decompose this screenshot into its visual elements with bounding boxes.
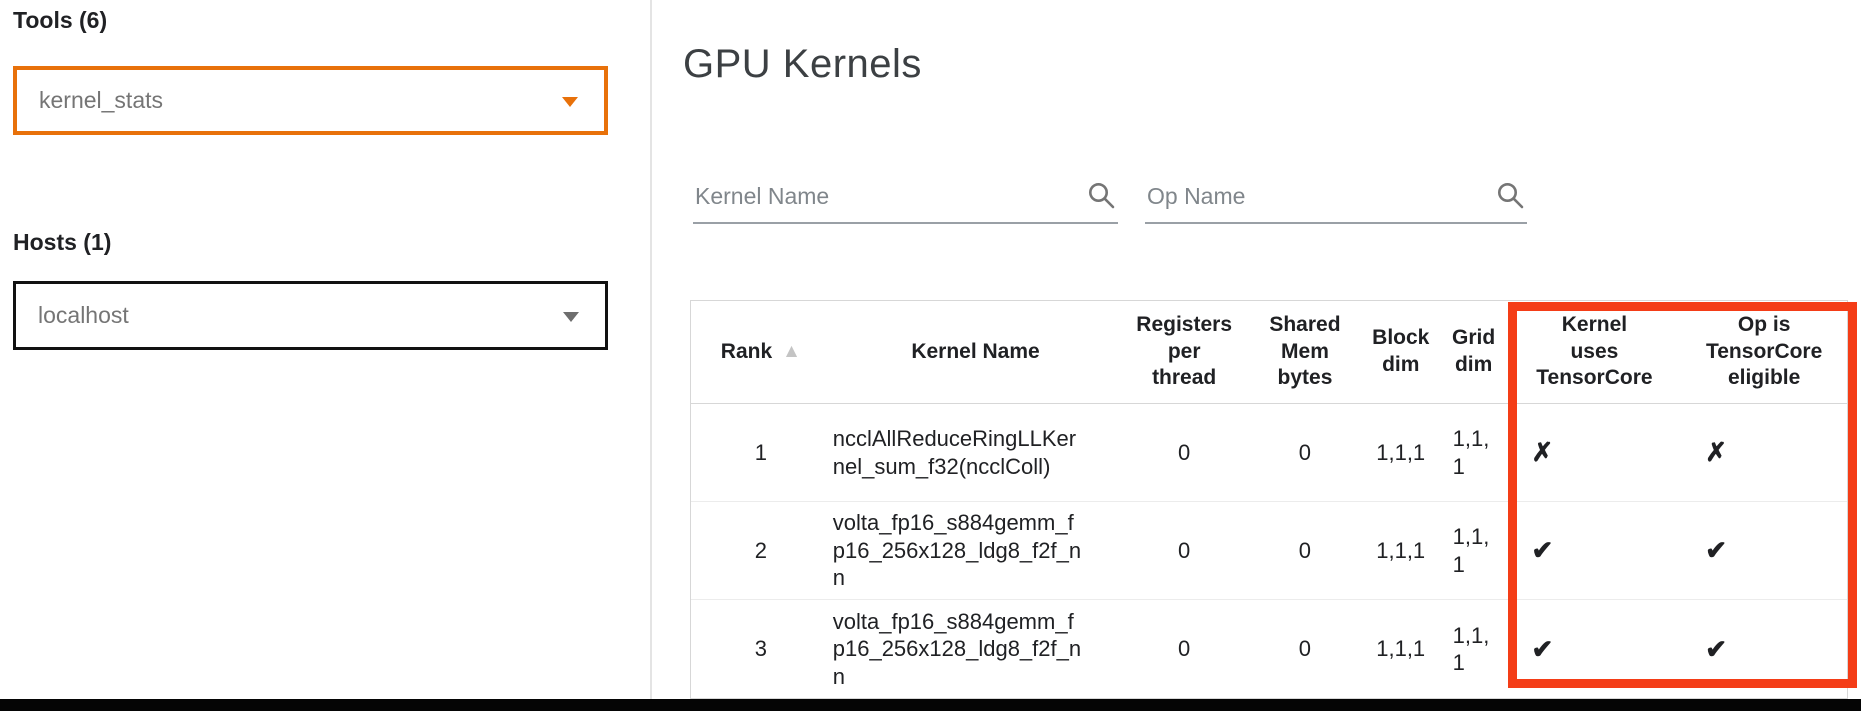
header-kernel-name[interactable]: Kernel Name xyxy=(911,339,1040,363)
tools-select[interactable]: kernel_stats xyxy=(13,66,608,135)
kernel-uses-tensorcore-cell: ✗ xyxy=(1531,437,1554,468)
table-row: 1 ncclAllReduceRingLLKernel_sum_f32(nccl… xyxy=(691,404,1847,502)
registers-cell: 0 xyxy=(1177,636,1191,662)
rank-cell: 2 xyxy=(754,537,767,563)
table-row: 3 volta_fp16_s884gemm_fp16_256x128_ldg8_… xyxy=(691,600,1847,698)
op-tensorcore-eligible-cell: ✗ xyxy=(1705,437,1728,468)
chevron-down-icon xyxy=(562,96,578,107)
hosts-select[interactable]: localhost xyxy=(13,281,608,350)
rank-cell: 3 xyxy=(754,636,767,662)
registers-cell: 0 xyxy=(1177,537,1191,563)
sort-ascending-icon[interactable]: ▲ xyxy=(782,340,801,362)
hosts-select-value: localhost xyxy=(38,302,129,328)
kernel-uses-tensorcore-cell: ✔ xyxy=(1531,633,1554,664)
header-op-is-tensorcore-eligible[interactable]: Op is TensorCore eligible xyxy=(1705,312,1823,390)
block-dim-cell: 1,1,1 xyxy=(1376,636,1426,662)
registers-cell: 0 xyxy=(1177,439,1191,465)
chevron-down-icon xyxy=(563,311,579,322)
shared-mem-cell: 0 xyxy=(1298,439,1311,465)
header-rank[interactable]: Rank ▲ xyxy=(720,339,801,363)
grid-dim-cell: 1,1,1 xyxy=(1452,524,1490,577)
search-icon xyxy=(1495,180,1525,210)
kernel-name-cell: volta_fp16_s884gemm_fp16_256x128_ldg8_f2… xyxy=(832,510,1082,591)
header-shared-mem-bytes[interactable]: Shared Mem bytes xyxy=(1269,312,1341,390)
search-icon xyxy=(1086,180,1116,210)
bottom-bar xyxy=(0,699,1861,711)
block-dim-cell: 1,1,1 xyxy=(1376,537,1426,563)
table-row: 2 volta_fp16_s884gemm_fp16_256x128_ldg8_… xyxy=(691,502,1847,600)
op-tensorcore-eligible-cell: ✔ xyxy=(1705,633,1728,664)
kernel-name-cell: ncclAllReduceRingLLKernel_sum_f32(ncclCo… xyxy=(832,426,1077,479)
rank-cell: 1 xyxy=(754,439,767,465)
op-tensorcore-eligible-cell: ✔ xyxy=(1705,535,1728,566)
header-grid-dim[interactable]: Grid dim xyxy=(1452,326,1496,376)
op-name-input[interactable] xyxy=(1145,183,1527,216)
header-block-dim[interactable]: Block dim xyxy=(1372,326,1430,376)
tools-heading: Tools (6) xyxy=(13,7,108,33)
kernel-name-input[interactable] xyxy=(693,183,1118,216)
shared-mem-cell: 0 xyxy=(1298,636,1311,662)
header-kernel-uses-tensorcore[interactable]: Kernel uses TensorCore xyxy=(1536,312,1653,390)
tools-select-value: kernel_stats xyxy=(39,87,164,113)
header-registers-per-thread[interactable]: Registers per thread xyxy=(1136,312,1233,390)
hosts-heading: Hosts (1) xyxy=(13,229,112,255)
panel-divider xyxy=(650,0,652,699)
grid-dim-cell: 1,1,1 xyxy=(1452,426,1490,479)
shared-mem-cell: 0 xyxy=(1298,537,1311,563)
grid-dim-cell: 1,1,1 xyxy=(1452,622,1490,676)
sidebar: Tools (6) kernel_stats Hosts (1) localho… xyxy=(0,0,650,699)
op-name-filter xyxy=(1145,150,1527,224)
page-title: GPU Kernels xyxy=(683,42,922,86)
gpu-kernels-table: Rank ▲ Kernel Name Registers per thread … xyxy=(690,300,1848,699)
table-header-row: Rank ▲ Kernel Name Registers per thread … xyxy=(691,301,1847,404)
kernel-uses-tensorcore-cell: ✔ xyxy=(1531,535,1554,566)
kernel-name-filter xyxy=(693,150,1118,224)
block-dim-cell: 1,1,1 xyxy=(1376,439,1426,465)
kernel-name-cell: volta_fp16_s884gemm_fp16_256x128_ldg8_f2… xyxy=(832,608,1082,689)
